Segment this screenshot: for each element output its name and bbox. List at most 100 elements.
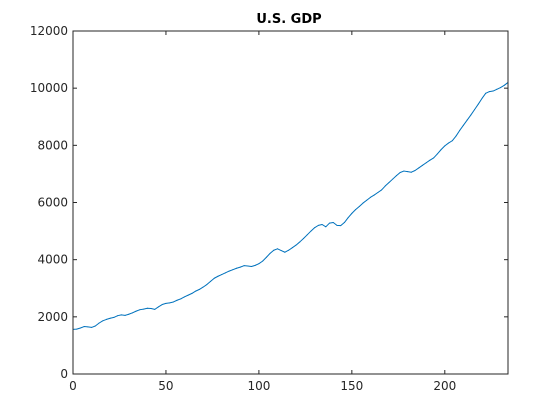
gdp-data-point [414,169,416,171]
gdp-data-point [474,109,476,111]
gdp-data-point [481,97,483,99]
gdp-data-point [448,142,450,144]
gdp-data-point [254,264,256,266]
gdp-data-point [243,265,245,267]
y-tick-label: 2000 [37,310,68,324]
gdp-data-point [202,286,204,288]
gdp-data-point [455,135,457,137]
gdp-data-point [150,308,152,310]
gdp-data-point [128,313,130,315]
y-tick-label: 8000 [37,138,68,152]
gdp-data-point [102,320,104,322]
gdp-data-point [187,294,189,296]
gdp-data-point [98,322,100,324]
gdp-data-point [276,248,278,250]
gdp-data-point [228,270,230,272]
gdp-series-line [72,82,509,330]
gdp-data-point [466,119,468,121]
gdp-data-point [462,124,464,126]
gdp-data-point [329,222,331,224]
gdp-data-point [299,241,301,243]
gdp-data-point [105,318,107,320]
gdp-data-point [288,249,290,251]
gdp-data-point [418,167,420,169]
y-tick-label: 10000 [30,81,68,95]
gdp-data-point [488,91,490,93]
x-tick-label: 150 [340,379,363,393]
gdp-data-point [358,206,360,208]
gdp-data-point [262,260,264,262]
gdp-data-point [139,309,141,311]
gdp-data-point [388,181,390,183]
gdp-data-point [477,103,479,105]
gdp-data-point [273,249,275,251]
gdp-data-point [113,316,115,318]
gdp-data-point [191,292,193,294]
x-tick-label: 100 [247,379,270,393]
gdp-data-point [239,266,241,268]
x-tick-label: 200 [433,379,456,393]
gdp-data-point [306,234,308,236]
gdp-data-point [321,224,323,226]
gdp-data-point [180,298,182,300]
gdp-data-point [258,263,260,265]
gdp-data-point [124,314,126,316]
gdp-data-point [421,164,423,166]
gdp-data-point [436,153,438,155]
gdp-data-point [444,145,446,147]
gdp-data-point [433,157,435,159]
y-tick-label: 4000 [37,253,68,267]
gdp-data-point [351,212,353,214]
gdp-data-point [347,217,349,219]
gdp-data-point [236,267,238,269]
gdp-data-point [355,209,357,211]
gdp-data-point [120,314,122,316]
gdp-data-point [146,307,148,309]
gdp-data-point [79,327,81,329]
y-tick-label: 0 [60,367,68,381]
gdp-data-point [503,84,505,86]
gdp-data-point [366,199,368,201]
gdp-data-point [94,325,96,327]
gdp-data-point [87,326,89,328]
gdp-data-point [373,194,375,196]
gdp-data-point [381,189,383,191]
gdp-data-point [291,247,293,249]
gdp-data-point [500,87,502,89]
gdp-data-point [161,304,163,306]
gdp-data-point [377,191,379,193]
gdp-data-point [210,280,212,282]
gdp-data-point [206,284,208,286]
gdp-data-point [459,129,461,131]
gdp-data-point [169,302,171,304]
gdp-data-point [265,256,267,258]
gdp-data-point [143,308,145,310]
gdp-data-point [176,299,178,301]
gdp-data-point [336,224,338,226]
gdp-data-point [213,277,215,279]
axes-box [72,30,509,375]
gdp-data-point [91,326,93,328]
gdp-data-point [232,269,234,271]
gdp-data-point [451,140,453,142]
gdp-data-point [284,251,286,253]
x-tick-label: 50 [158,379,173,393]
gdp-data-point [496,88,498,90]
gdp-data-point [303,238,305,240]
gdp-data-point [317,224,319,226]
plot-area [72,81,509,330]
y-tick-label: 12000 [30,24,68,38]
gdp-data-point [407,171,409,173]
gdp-data-point [184,296,186,298]
gdp-data-point [410,171,412,173]
gdp-data-point [158,306,160,308]
gdp-data-point [280,250,282,252]
gdp-data-point [76,328,78,330]
gdp-data-point [247,265,249,267]
gdp-data-point [295,244,297,246]
gdp-data-point [172,301,174,303]
gdp-data-point [395,175,397,177]
